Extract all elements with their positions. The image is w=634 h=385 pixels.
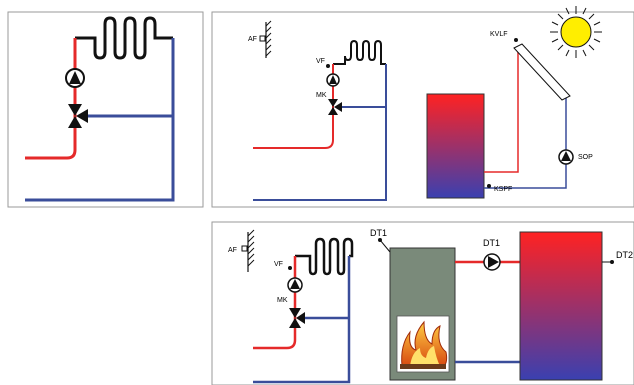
label-kvlf: KVLF bbox=[490, 31, 508, 38]
label-sop: SOP bbox=[578, 154, 593, 161]
label-mk: MK bbox=[316, 92, 327, 99]
transfer-pump-icon bbox=[483, 253, 501, 271]
pump-icon bbox=[65, 68, 85, 88]
return-pipe bbox=[253, 256, 351, 384]
panel-solar-system: AF VF MK KVLF bbox=[211, 6, 634, 208]
label-af: AF bbox=[248, 36, 257, 43]
label-mk: MK bbox=[277, 297, 288, 304]
label-dt1-pump: DT1 bbox=[483, 238, 500, 248]
supply-pipe bbox=[25, 38, 77, 160]
outdoor-sensor-icon bbox=[259, 20, 272, 58]
mixing-valve-icon bbox=[328, 99, 342, 115]
supply-pipe bbox=[253, 256, 297, 350]
heating-coil bbox=[295, 237, 354, 276]
sun-icon bbox=[550, 6, 602, 58]
solar-pump-icon bbox=[558, 149, 574, 165]
label-vf: VF bbox=[274, 261, 283, 268]
panel-solid-fuel-system: AF VF MK bbox=[211, 221, 634, 385]
solar-collector-icon bbox=[513, 43, 571, 101]
supply-pipe bbox=[253, 64, 334, 149]
fire-icon bbox=[396, 315, 450, 373]
pump-icon bbox=[287, 277, 303, 293]
buffer-tank bbox=[519, 231, 603, 381]
heating-coil bbox=[75, 16, 173, 60]
label-af: AF bbox=[228, 247, 237, 254]
pump-icon bbox=[326, 73, 340, 87]
heating-coil bbox=[333, 39, 386, 65]
mixing-valve-icon bbox=[68, 104, 88, 128]
solar-flow-pipe bbox=[484, 48, 519, 173]
label-vf: VF bbox=[316, 58, 325, 65]
outdoor-sensor-icon bbox=[241, 229, 255, 272]
label-dt2: DT2 bbox=[616, 250, 633, 260]
panel-heating-circuit bbox=[7, 11, 204, 208]
storage-tank bbox=[426, 93, 485, 199]
return-pipe bbox=[253, 64, 387, 201]
label-dt1-boiler: DT1 bbox=[370, 228, 387, 238]
mixing-valve-icon bbox=[289, 308, 305, 328]
label-kspf: KSPF bbox=[494, 186, 512, 193]
return-pipe bbox=[25, 38, 175, 202]
solar-return-pipe bbox=[484, 98, 567, 189]
